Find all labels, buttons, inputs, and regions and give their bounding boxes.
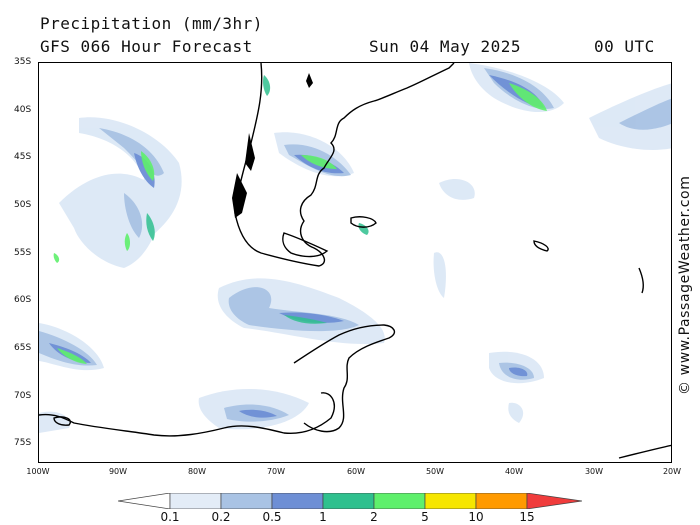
map-title: Precipitation (mm/3hr) <box>40 14 263 33</box>
thurston-island <box>53 416 71 426</box>
legend-swatch <box>220 493 273 509</box>
precip-green <box>53 83 547 364</box>
legend-value-label: 0.2 <box>211 510 231 524</box>
precip-light <box>39 63 671 433</box>
tierra-del-fuego <box>282 232 329 258</box>
weddell-coast <box>618 444 671 459</box>
coastline-fill <box>232 73 313 218</box>
lon-label: 20W <box>662 467 682 476</box>
lat-label: 35S <box>14 57 32 67</box>
forecast-label: GFS 066 Hour Forecast <box>40 37 253 56</box>
south-georgia <box>533 240 549 252</box>
lat-label: 65S <box>14 343 32 353</box>
legend-value-label: 5 <box>421 510 429 524</box>
lon-label: 70W <box>266 467 286 476</box>
legend-swatch <box>322 493 375 509</box>
precipitation-legend <box>118 493 582 509</box>
lon-label: 80W <box>187 467 207 476</box>
legend-value-label: 0.5 <box>262 510 282 524</box>
lon-label: 90W <box>108 467 128 476</box>
legend-swatch <box>271 493 324 509</box>
lat-label: 45S <box>14 152 32 162</box>
lon-label: 100W <box>26 467 50 476</box>
legend-value-label: 10 <box>468 510 484 524</box>
lat-label: 70S <box>14 391 32 401</box>
forecast-date: Sun 04 May 2025 <box>369 37 521 56</box>
legend-swatch <box>526 493 582 509</box>
falkland-islands <box>350 216 377 228</box>
lat-label: 60S <box>14 295 32 305</box>
precip-teal <box>146 75 369 324</box>
lat-label: 50S <box>14 200 32 210</box>
legend-swatch <box>373 493 426 509</box>
legend-swatch <box>424 493 477 509</box>
lat-label: 75S <box>14 438 32 448</box>
legend-swatch <box>169 493 222 509</box>
lon-label: 30W <box>584 467 604 476</box>
legend-value-label: 1 <box>319 510 327 524</box>
lon-label: 40W <box>504 467 524 476</box>
precipitation-map <box>38 62 672 463</box>
legend-value-label: 2 <box>370 510 378 524</box>
antarctica-coast <box>39 392 335 437</box>
legend-value-label: 15 <box>519 510 535 524</box>
lat-label: 40S <box>14 105 32 115</box>
map-canvas <box>39 63 671 459</box>
credit-text: © www.PassageWeather.com <box>677 175 693 395</box>
legend-swatch <box>475 493 528 509</box>
lon-label: 60W <box>346 467 366 476</box>
legend-value-label: 0.1 <box>160 510 180 524</box>
lat-label: 55S <box>14 248 32 258</box>
south-sandwich <box>638 267 644 294</box>
lon-label: 50W <box>425 467 445 476</box>
forecast-time: 00 UTC <box>594 37 655 56</box>
antarctic-peninsula <box>293 324 396 433</box>
legend-swatch <box>118 493 171 509</box>
